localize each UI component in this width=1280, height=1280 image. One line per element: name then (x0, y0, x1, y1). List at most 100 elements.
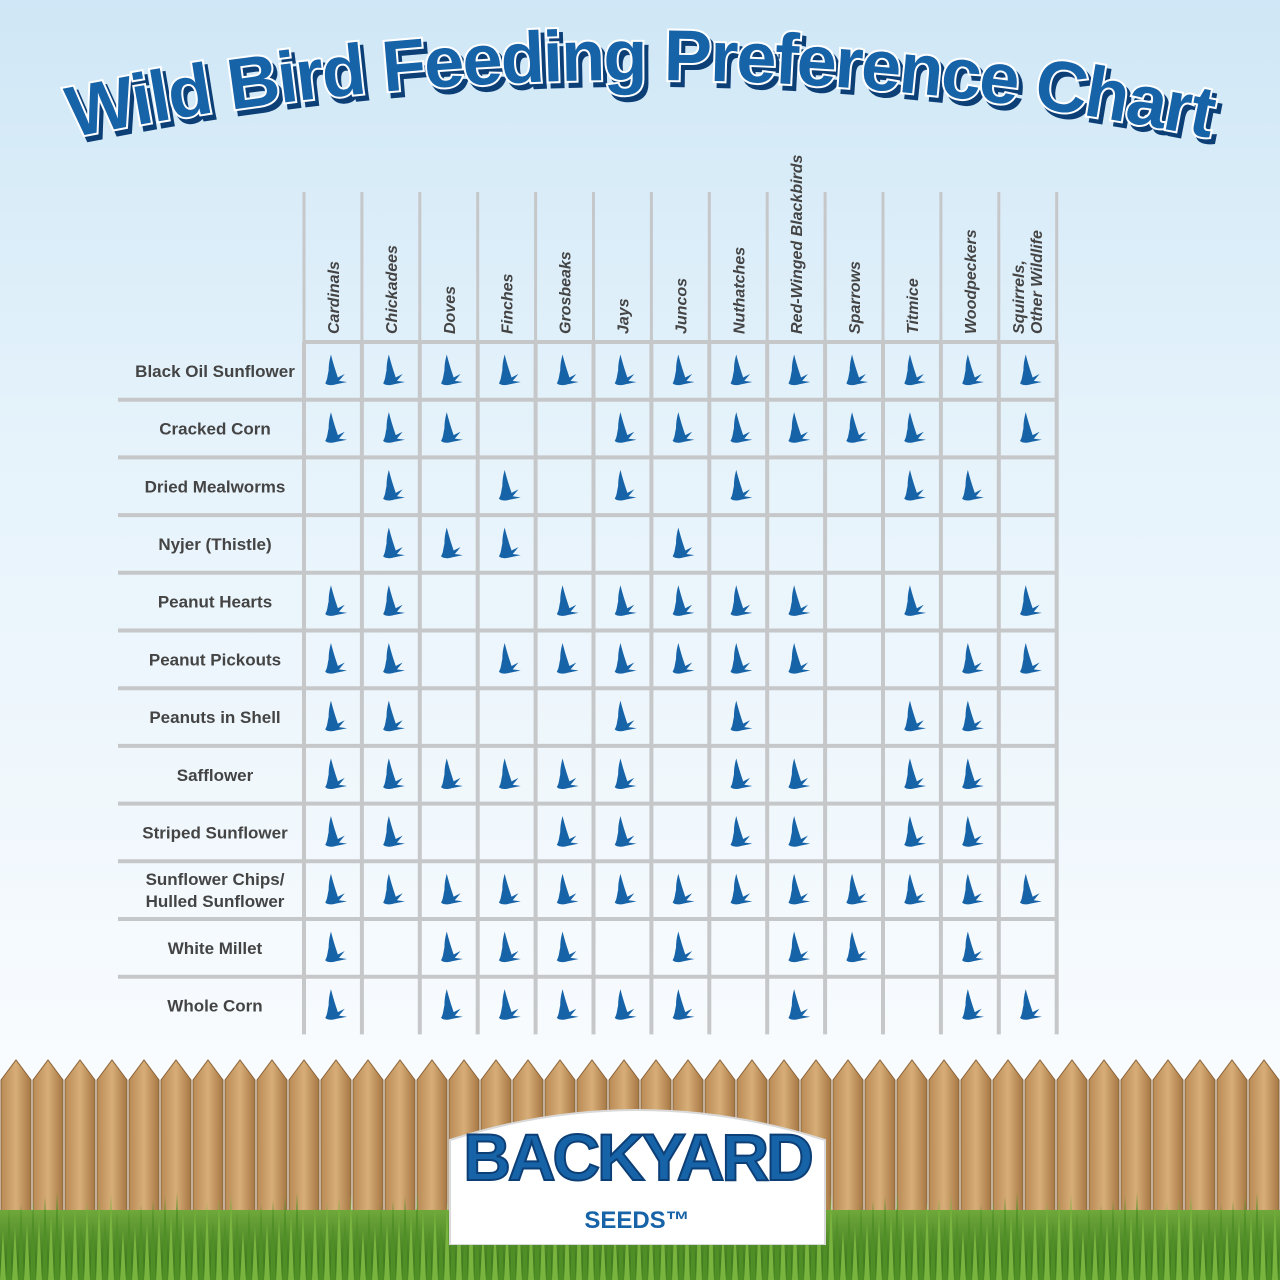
grass-blade (348, 1194, 354, 1280)
bird-icon (1020, 873, 1042, 905)
bird-icon (556, 873, 579, 905)
bird-icon (788, 412, 811, 443)
grass-blade (546, 1228, 552, 1280)
row-label: Sunflower Chips/Hulled Sunflower (146, 870, 285, 911)
bird-icon (441, 758, 463, 790)
row-label: White Millet (168, 939, 263, 958)
backyard-seeds-logo: BACKYARD SEEDS™ (449, 1109, 826, 1245)
grass-blade (828, 1194, 834, 1280)
grass-blade (612, 1226, 618, 1280)
grass-blade (666, 1228, 672, 1280)
grass-blade (690, 1220, 696, 1280)
grass-blade (822, 1216, 828, 1280)
row-label: Cracked Corn (159, 420, 270, 439)
bird-icon (846, 412, 869, 443)
bird-icon (1020, 585, 1042, 616)
bird-icon (383, 354, 405, 386)
grass-blade (324, 1202, 330, 1280)
column-label: Finches (500, 273, 517, 334)
bird-icon (383, 700, 405, 732)
bird-icon (962, 758, 984, 790)
grass-blade (30, 1200, 36, 1280)
bird-icon (672, 412, 695, 443)
grass-blade (1140, 1210, 1146, 1280)
bird-icon (962, 700, 984, 732)
grass-blade (1146, 1228, 1152, 1280)
bird-icon (383, 816, 405, 847)
bird-icon (614, 642, 637, 674)
bird-icon (730, 469, 753, 501)
grass-blade (540, 1210, 546, 1280)
grass-blade (462, 1216, 468, 1280)
bird-icon (788, 585, 811, 616)
grass-blade (1068, 1194, 1074, 1280)
grass-blade (732, 1226, 738, 1280)
bird-icon (325, 412, 348, 443)
bird-icon (672, 354, 695, 386)
bird-icon (498, 469, 521, 501)
bird-icon (556, 585, 579, 616)
bird-icon (383, 412, 405, 443)
grass-blade (1182, 1216, 1188, 1280)
grass-blade (378, 1204, 384, 1280)
bird-icon (962, 354, 984, 386)
bird-icon (904, 585, 927, 616)
bird-icon (556, 989, 579, 1020)
grass-blade (1134, 1192, 1140, 1280)
grass-blade (990, 1200, 996, 1280)
bird-icon (441, 989, 463, 1020)
grass-blade (54, 1192, 60, 1280)
grass-blade (948, 1194, 954, 1280)
grass-blade (300, 1210, 306, 1280)
grass-blade (1266, 1228, 1272, 1280)
bird-icon (672, 585, 695, 616)
grass-blade (258, 1204, 264, 1280)
bird-icon (1020, 989, 1042, 1020)
grass-blade (1008, 1214, 1014, 1280)
row-label: Dried Mealworms (145, 477, 286, 496)
grass-blade (96, 1198, 102, 1280)
bird-icon (325, 585, 348, 616)
grass-blade (396, 1218, 402, 1280)
grass-blade (114, 1212, 120, 1280)
grass-blade (954, 1212, 960, 1280)
grass-blade (1020, 1210, 1026, 1280)
grass-blade (1110, 1200, 1116, 1280)
bird-icon (846, 873, 869, 905)
column-label: Nuthatches (731, 247, 748, 334)
grass-blade (906, 1228, 912, 1280)
grass-blade (36, 1218, 42, 1280)
grass-blade (882, 1196, 888, 1280)
grass-blade (1224, 1222, 1230, 1280)
bird-icon (730, 642, 753, 674)
grass-blade (972, 1226, 978, 1280)
grass-blade (336, 1198, 342, 1280)
bird-icon (962, 989, 984, 1020)
bird-icon (962, 469, 984, 501)
bird-icon (962, 873, 984, 905)
grass-blade (90, 1220, 96, 1280)
grass-blade (366, 1208, 372, 1280)
grass-blade (1206, 1208, 1212, 1280)
grass-blade (1194, 1212, 1200, 1280)
bird-icon (614, 585, 637, 616)
grass-blade (426, 1228, 432, 1280)
bird-icon (904, 700, 927, 732)
row-label: Peanut Hearts (158, 593, 272, 612)
bird-icon (904, 354, 927, 386)
grass-blade (342, 1216, 348, 1280)
grass-blade (438, 1224, 444, 1280)
bird-icon (672, 873, 695, 905)
bird-icon (383, 758, 405, 790)
grass-blade (174, 1192, 180, 1280)
grass-blade (1170, 1220, 1176, 1280)
grass-blade (1038, 1224, 1044, 1280)
grass-blade (330, 1220, 336, 1280)
grass-blade (432, 1206, 438, 1280)
row-label: Striped Sunflower (142, 823, 288, 842)
grass-blade (240, 1230, 246, 1280)
bird-icon (788, 989, 811, 1020)
grass-blade (918, 1224, 924, 1280)
bird-icon (614, 412, 637, 443)
bird-icon (383, 469, 405, 501)
